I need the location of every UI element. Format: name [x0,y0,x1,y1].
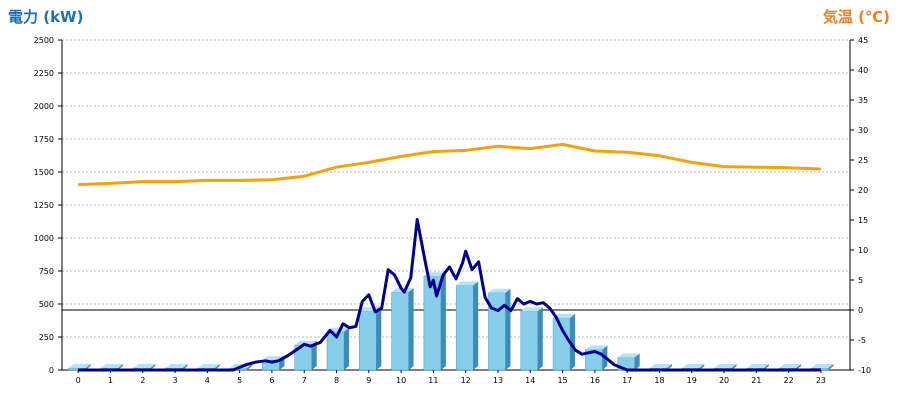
x-tick-label: 4 [205,376,210,385]
right-tick-label: 30 [858,126,868,135]
right-tick-label: 40 [858,66,868,75]
x-tick-label: 20 [719,376,729,385]
left-tick-label: 1250 [34,201,54,210]
x-tick-label: 2 [140,376,145,385]
bar-side [247,364,253,370]
bar [455,285,474,371]
bar [391,291,409,371]
x-tick-label: 17 [622,376,632,385]
left-tick-label: 1750 [34,135,54,144]
bar-side [440,272,446,370]
x-tick-label: 23 [816,376,826,385]
x-tick-label: 8 [334,376,339,385]
x-tick-label: 14 [525,376,535,385]
left-tick-label: 2250 [34,69,54,78]
bar-side [473,281,479,370]
left-tick-label: 1000 [34,234,54,243]
bar-top [714,364,737,369]
bar-side [505,288,511,370]
right-tick-label: 45 [858,36,868,45]
bar-side [634,353,640,370]
x-tick-label: 5 [237,376,242,385]
bar [520,311,539,371]
x-tick-label: 10 [396,376,406,385]
right-tick-label: 35 [858,96,868,105]
x-tick-label: 19 [687,376,697,385]
bar-top [197,364,220,369]
x-tick-label: 1 [108,376,113,385]
bar-side [376,307,382,370]
bar-top [585,345,608,350]
temperature-line [78,142,821,187]
x-tick-label: 11 [428,376,438,385]
left-tick-label: 0 [49,366,54,375]
bar-side [311,340,317,370]
right-tick-label: 0 [858,306,863,315]
right-tick-label: 25 [858,156,868,165]
bar-top [649,364,672,369]
bar-top [520,307,543,312]
x-tick-label: 15 [557,376,567,385]
left-tick-label: 2500 [34,36,54,45]
x-tick-label: 3 [172,376,177,385]
left-tick-label: 500 [39,300,54,309]
left-tick-label: 2000 [34,102,54,111]
x-tick-label: 21 [751,376,761,385]
x-tick-label: 9 [366,376,371,385]
left-tick-label: 750 [39,267,54,276]
bar-top [553,313,576,318]
right-axis-title: 気温 (℃) [822,8,890,26]
bar-top [327,327,350,332]
bar-top [811,364,834,369]
bar-top [100,364,123,369]
bar-top [133,364,156,369]
left-tick-label: 1500 [34,168,54,177]
right-tick-label: 5 [858,276,863,285]
bar-side [408,288,414,370]
x-tick-label: 22 [784,376,794,385]
x-tick-label: 18 [654,376,664,385]
x-tick-label: 7 [302,376,307,385]
right-tick-label: 15 [858,216,868,225]
x-tick-label: 16 [590,376,600,385]
bar-top [746,364,769,369]
bar-side [570,313,576,370]
bar-top [488,288,511,293]
bar-side [828,364,834,370]
bar-top [68,364,91,369]
x-tick-label: 13 [493,376,503,385]
bar-top [617,353,640,358]
bar-top [682,364,705,369]
left-tick-label: 250 [39,333,54,342]
right-tick-label: -10 [858,366,871,375]
right-tick-label: 10 [858,246,868,255]
bar-top [456,281,479,286]
bar-top [165,364,188,369]
right-tick-label: -5 [858,336,866,345]
x-tick-label: 12 [461,376,471,385]
bar-side [344,327,350,370]
x-tick-label: 0 [76,376,81,385]
bar-side [537,307,543,370]
bar-top [779,364,802,369]
left-axis-title: 電力 (kW) [8,8,84,26]
bar [359,311,377,371]
power-line [78,218,821,372]
bar-top [294,340,317,345]
x-tick-label: 6 [269,376,274,385]
right-tick-label: 20 [858,186,868,195]
